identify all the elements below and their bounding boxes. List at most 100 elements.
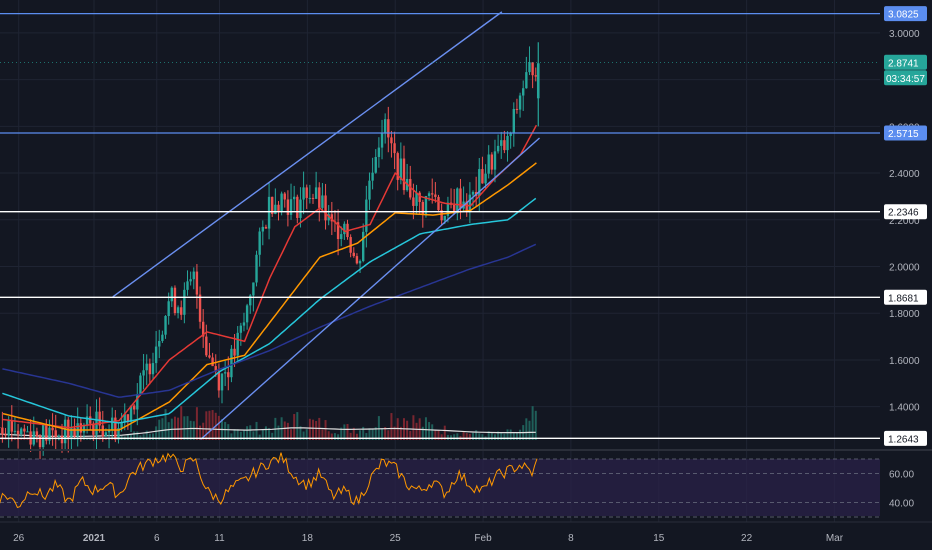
candle-body	[500, 140, 503, 146]
volume-bar	[374, 427, 377, 440]
time-tick-label: Mar	[826, 533, 844, 544]
volume-bar	[377, 416, 380, 440]
candle-body	[487, 154, 490, 174]
level-tag-label: 1.2643	[888, 434, 919, 445]
candle-body	[374, 156, 377, 173]
volume-bar	[324, 420, 327, 440]
candle-body	[330, 214, 334, 222]
candle-body	[110, 417, 114, 430]
candle-body	[20, 428, 23, 435]
candle-body	[318, 187, 321, 208]
volume-bar	[349, 432, 352, 440]
volume-bar	[286, 422, 289, 440]
candle-body	[302, 187, 305, 200]
candle-body	[518, 95, 522, 110]
trend-channel[interactable]	[112, 11, 540, 440]
candle-body	[114, 417, 117, 440]
rsi-tick-label: 60.00	[889, 470, 914, 481]
time-tick-label: Feb	[474, 533, 492, 544]
candle-body	[349, 237, 352, 253]
level-tag-label: 2.5715	[888, 129, 919, 140]
volume-bar	[437, 430, 440, 440]
volume-bar	[305, 429, 308, 440]
candles[interactable]	[0, 42, 540, 460]
volume-bar	[487, 431, 490, 440]
candle-body	[352, 252, 355, 257]
volume-bar	[453, 434, 456, 440]
volume-bar	[239, 431, 242, 440]
volume-bar	[343, 424, 346, 440]
volume-bar	[465, 433, 468, 440]
candle-body	[170, 287, 174, 302]
candle-body	[481, 169, 484, 184]
candle-body	[208, 355, 211, 358]
candle-body	[142, 370, 145, 376]
volume-bar	[199, 425, 202, 440]
candle-body	[107, 429, 111, 433]
volume-bar	[195, 407, 198, 440]
volume-bar	[393, 426, 396, 440]
candle-body	[377, 147, 381, 157]
candle-body	[117, 428, 120, 440]
candle-body	[198, 294, 202, 322]
volume-bar	[468, 433, 471, 440]
candle-body	[158, 340, 161, 347]
candle-body	[289, 199, 293, 215]
rsi-tick-label: 40.00	[889, 499, 914, 510]
candle-body	[452, 204, 456, 214]
candle-body	[230, 348, 233, 378]
candle-body	[57, 435, 61, 437]
candle-body	[23, 428, 26, 432]
horizontal-levels[interactable]	[0, 13, 880, 440]
candle-body	[421, 201, 425, 215]
candle-body	[104, 432, 108, 437]
volume-bar	[189, 420, 192, 440]
candle-body	[365, 199, 368, 232]
volume-bar	[255, 421, 258, 440]
candle-body	[54, 430, 57, 437]
volume-bar	[192, 421, 195, 440]
candle-body	[189, 279, 192, 282]
time-tick-label: 26	[13, 533, 25, 544]
volume-bar	[406, 420, 409, 440]
volume-bar	[475, 430, 478, 440]
level-tag-label: 3.0825	[888, 10, 919, 21]
candle-body	[493, 151, 497, 170]
candle-body	[512, 108, 515, 134]
candle-body	[92, 423, 95, 435]
candle-body	[195, 271, 199, 295]
volume-bar	[277, 425, 280, 440]
candle-body	[412, 197, 415, 206]
candle-body	[1, 427, 4, 435]
volume-bar	[519, 429, 522, 440]
candle-body	[484, 173, 487, 184]
candle-body	[227, 372, 230, 378]
candle-body	[437, 196, 440, 211]
volume-bar	[148, 433, 151, 440]
volume-bar	[252, 431, 255, 440]
candle-body	[340, 234, 343, 240]
candle-body	[396, 153, 399, 180]
volume-bar	[308, 418, 311, 440]
current-price-label: 2.8741	[888, 58, 919, 69]
candle-body	[176, 307, 180, 314]
candle-body	[261, 226, 264, 232]
candle-body	[415, 192, 418, 206]
candle-body	[16, 430, 20, 435]
candle-body	[126, 414, 130, 422]
volume-bar	[421, 426, 424, 440]
candle-body	[434, 194, 437, 197]
volume-bar	[130, 434, 133, 440]
candle-body	[183, 289, 186, 315]
candle-body	[399, 158, 403, 180]
volume-bar	[296, 412, 299, 440]
candle-body	[79, 423, 83, 433]
volume-bar	[246, 426, 249, 440]
volume-bar	[472, 432, 475, 440]
candle-body	[132, 405, 136, 410]
volume-bar	[450, 435, 453, 440]
volume-bar	[230, 433, 233, 440]
level-tag-bg	[884, 125, 927, 141]
candle-body	[98, 411, 101, 426]
